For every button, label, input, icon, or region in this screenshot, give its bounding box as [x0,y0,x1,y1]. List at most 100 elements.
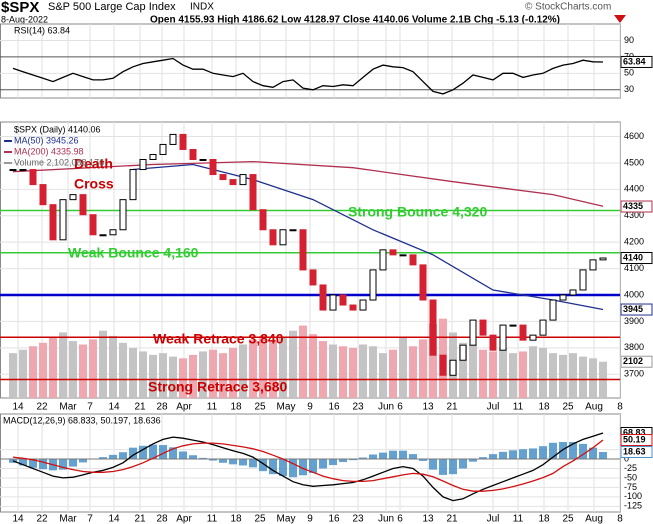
volume-bar [139,351,147,398]
candle [519,324,527,341]
candle [169,133,177,145]
legend-entry: $SPX (Daily) 4140.06 [14,124,101,134]
histogram-bar [509,450,517,460]
exchange: INDX [190,2,214,13]
x-tick-label: 11 [513,402,524,413]
histogram-bar [109,454,117,460]
value-tag [620,303,653,316]
volume-bar [99,330,107,398]
histogram-bar [319,459,327,469]
y-tick-label: 4200 [624,237,644,247]
x-tick-label: Mar [59,514,77,524]
y-tick-label: -100 [624,491,642,501]
value-tag-label: 3945 [623,304,643,314]
candle [159,143,167,155]
y-tick-label: 90 [624,35,634,45]
candle [59,199,67,241]
x-tick-label: Mar [59,402,77,413]
x-tick-label: 16 [328,514,340,524]
histogram-bar [59,459,67,470]
histogram-bar [459,459,467,469]
candle [199,159,207,162]
volume-bar [319,341,327,398]
candle [359,299,367,311]
volume-bar [299,325,307,398]
volume-bar [399,337,407,398]
x-tick-label: 22 [36,514,48,524]
histogram-bar [349,459,357,461]
y-tick-label: -25 [624,463,637,473]
candle [139,159,147,171]
candle [279,229,287,246]
histogram-bar [479,457,487,460]
candle [299,229,307,271]
volume-bar [389,349,397,398]
y-tick-label: -50 [624,472,637,482]
x-tick-label: May [277,514,296,524]
legend-entry: Volume 2,102,088,176 [14,157,104,167]
value-tag [620,434,653,447]
x-tick-label: 14 [12,514,24,524]
y-tick-label: 4600 [624,131,644,141]
histogram-bar [159,445,167,460]
histogram-bar [539,446,547,460]
histogram-bar [419,459,427,461]
x-tick-label: 6 [397,514,403,524]
candle [209,159,217,176]
histogram-bar [249,459,257,468]
candle [69,194,77,201]
candle [239,174,247,186]
annotation: Death [74,156,113,172]
y-tick-label: 3900 [624,316,644,326]
x-tick-label: 21 [446,402,458,413]
histogram-bar [399,450,407,460]
volume-bar [109,335,117,398]
volume-bar [169,356,177,398]
histogram-bar [239,459,247,466]
volume-bar [479,349,487,398]
volume-bar [489,351,497,398]
candle [89,214,97,236]
candle [219,174,227,181]
volume-bar [259,335,267,398]
histogram-bar [449,459,457,475]
x-tick-label: Jun [378,402,394,413]
candle [459,344,467,361]
volume-bar [179,358,187,398]
candle [339,294,347,306]
value-tag-label: 4335 [623,201,643,211]
candle [489,334,497,351]
candle [189,148,197,161]
histogram-bar [369,454,377,460]
y-tick-label: 4500 [624,157,644,167]
candle [269,229,277,246]
x-tick-label: 18 [230,402,242,413]
volume-bar [129,347,137,398]
series-line [12,432,604,502]
histogram-bar [69,459,77,467]
value-tag-label: 63.84 [623,56,646,66]
legend-entry: RSI(14) 63.84 [14,25,70,35]
level-label: Weak Retrace 3,840 [153,331,284,347]
candle [499,324,507,351]
candle [29,169,37,186]
x-tick-label: 13 [422,402,434,413]
date: 8-Aug-2022 [1,14,48,24]
volume-bar [49,337,57,398]
volume-bar [369,346,377,398]
histogram-bar [169,447,177,460]
x-tick-label: 21 [134,402,146,413]
x-tick-label: 25 [254,514,266,524]
annotation: Cross [74,176,114,192]
y-tick-label: -75 [624,482,637,492]
x-tick-label: 16 [328,402,340,413]
histogram-bar [129,447,137,460]
candle [229,179,237,186]
volume-bar [149,354,157,398]
x-tick-label: 7 [87,402,93,413]
y-tick-label: -125 [624,501,642,511]
value-tag [620,55,653,68]
volume-bar [379,353,387,398]
histogram-bar [499,451,507,460]
